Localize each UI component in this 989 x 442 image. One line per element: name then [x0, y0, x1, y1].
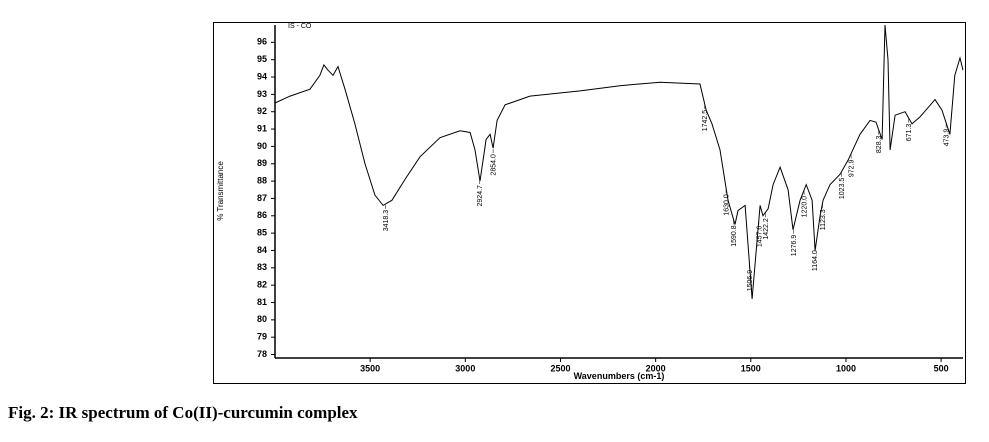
figure-caption: Fig. 2: IR spectrum of Co(II)-curcumin c… [8, 403, 358, 422]
peak-label: 828.3 [876, 135, 883, 153]
peak-label: 1276.9 [791, 235, 798, 257]
peak-label: 2924.7 [477, 185, 484, 207]
y-tick-label: 81 [257, 297, 267, 307]
peak-label: 972.9 [849, 160, 856, 178]
y-tick-label: 82 [257, 280, 267, 290]
y-tick-label: 85 [257, 228, 267, 238]
y-tick-label: 94 [257, 71, 267, 81]
y-tick-label: 91 [257, 123, 267, 133]
peak-label: 1457.6 [756, 226, 763, 248]
peak-label: 1123.3 [820, 209, 827, 230]
y-axis-label: % Transmittance [216, 161, 225, 221]
y-tick-label: 78 [257, 349, 267, 359]
y-tick-label: 95 [257, 54, 267, 64]
frame [213, 22, 966, 384]
y-tick-label: 93 [257, 89, 267, 99]
peak-label: 1742.5 [702, 110, 709, 132]
x-tick-label: 500 [934, 363, 949, 373]
peak-label: 1164.0 [812, 250, 819, 271]
x-tick-label: 3000 [455, 363, 475, 373]
peak-label: 1506.9 [747, 270, 754, 292]
peak-label: 1220.0 [802, 196, 809, 218]
y-tick-label: 88 [257, 175, 267, 185]
x-tick-label: 1000 [836, 363, 856, 373]
peak-label: 1590.8 [731, 225, 738, 247]
y-tick-label: 96 [257, 37, 267, 47]
peak-label: 2854.0 [491, 154, 498, 176]
peak-label: 1630.0 [724, 194, 731, 216]
x-tick-label: 3500 [360, 363, 380, 373]
peak-label: 473.9 [944, 129, 951, 147]
y-tick-label: 89 [257, 158, 267, 168]
x-tick-label: 1500 [741, 363, 761, 373]
y-tick-label: 87 [257, 193, 267, 203]
y-tick-label: 83 [257, 262, 267, 272]
spectrum-line [274, 24, 964, 300]
peak-label: 3418.3 [383, 210, 390, 232]
y-tick-label: 90 [257, 141, 267, 151]
spectrum-tag: IS - CO [288, 23, 312, 30]
x-axis-label: Wavenumbers (cm-1) [574, 371, 665, 381]
y-tick-label: 84 [257, 245, 267, 255]
y-tick-label: 79 [257, 332, 267, 342]
y-tick-label: 92 [257, 106, 267, 116]
x-tick-label: 2500 [550, 363, 570, 373]
x-tick-label: 2000 [646, 363, 666, 373]
peak-label: 671.3 [906, 124, 913, 142]
y-tick-label: 86 [257, 210, 267, 220]
peak-label: 1023.5 [839, 178, 846, 200]
peak-label: 1422.2 [763, 218, 770, 240]
y-tick-label: 80 [257, 314, 267, 324]
